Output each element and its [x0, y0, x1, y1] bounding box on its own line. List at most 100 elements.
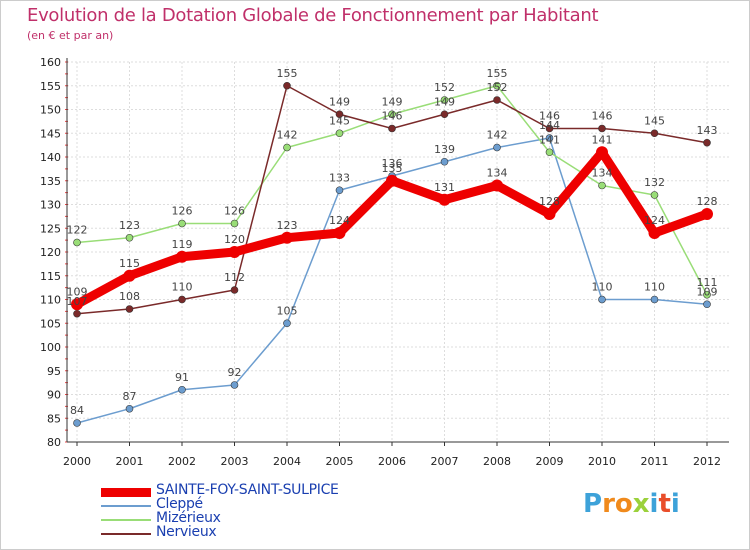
- data-point-sainte-foy-saint-sulpice: [701, 208, 713, 220]
- data-point-clepp-: [283, 319, 291, 328]
- data-label-clepp-: 144: [539, 119, 560, 132]
- x-tick-label: 2003: [221, 455, 249, 468]
- data-label-miz-rieux: 111: [697, 276, 718, 289]
- data-label-nervieux: 152: [487, 81, 508, 94]
- data-point-clepp-: [125, 404, 134, 413]
- data-label-clepp-: 136: [382, 157, 403, 170]
- x-tick-label: 2000: [63, 455, 91, 468]
- legend-swatch: [101, 519, 151, 521]
- data-label-sainte-foy-saint-sulpice: 135: [382, 162, 403, 175]
- proxiti-logo: Proxiti: [583, 489, 680, 519]
- data-label-miz-rieux: 123: [119, 219, 140, 232]
- data-point-nervieux: [598, 124, 606, 133]
- data-label-sainte-foy-saint-sulpice: 124: [644, 214, 665, 227]
- data-point-clepp-: [440, 157, 449, 166]
- data-point-nervieux: [440, 110, 449, 119]
- y-tick-label: 140: [40, 151, 61, 164]
- x-tick-label: 2007: [431, 455, 459, 468]
- legend-label: Nervieux: [156, 524, 217, 540]
- data-point-miz-rieux: [545, 148, 554, 157]
- x-tick-label: 2006: [378, 455, 406, 468]
- data-point-clepp-: [703, 300, 711, 309]
- x-tick-label: 2009: [536, 455, 564, 468]
- data-point-miz-rieux: [73, 238, 81, 247]
- data-label-nervieux: 108: [119, 290, 140, 303]
- data-point-miz-rieux: [388, 110, 396, 119]
- data-point-miz-rieux: [650, 191, 659, 199]
- chart-title: Evolution de la Dotation Globale de Fonc…: [27, 5, 599, 26]
- data-label-miz-rieux: 155: [487, 67, 508, 80]
- data-point-nervieux: [283, 81, 291, 90]
- data-point-nervieux: [493, 96, 501, 104]
- y-tick-label: 110: [40, 294, 61, 307]
- data-label-nervieux: 146: [539, 110, 560, 123]
- data-point-sainte-foy-saint-sulpice: [281, 231, 293, 244]
- data-point-sainte-foy-saint-sulpice: [176, 250, 188, 263]
- data-label-clepp-: 109: [697, 285, 718, 298]
- data-point-miz-rieux: [440, 96, 449, 104]
- data-point-miz-rieux: [493, 81, 501, 90]
- data-label-sainte-foy-saint-sulpice: 128: [697, 195, 718, 208]
- data-label-miz-rieux: 145: [329, 114, 350, 127]
- data-label-nervieux: 146: [382, 110, 403, 123]
- data-point-miz-rieux: [230, 219, 239, 228]
- y-tick-label: 135: [40, 175, 61, 188]
- data-label-nervieux: 112: [224, 271, 245, 284]
- data-point-sainte-foy-saint-sulpice: [228, 246, 241, 258]
- y-tick-label: 115: [40, 270, 61, 283]
- data-point-nervieux: [703, 138, 711, 147]
- data-point-nervieux: [388, 124, 396, 133]
- data-point-miz-rieux: [335, 129, 344, 138]
- data-point-sainte-foy-saint-sulpice: [543, 208, 556, 220]
- data-point-sainte-foy-saint-sulpice: [386, 174, 398, 187]
- data-label-nervieux: 145: [644, 114, 665, 127]
- data-label-sainte-foy-saint-sulpice: 120: [224, 233, 245, 246]
- data-label-sainte-foy-saint-sulpice: 109: [67, 285, 88, 298]
- data-point-miz-rieux: [703, 290, 711, 299]
- data-label-clepp-: 110: [592, 281, 613, 294]
- data-label-miz-rieux: 132: [644, 176, 665, 189]
- chart-subtitle: (en € et par an): [27, 29, 114, 42]
- data-label-nervieux: 155: [277, 67, 298, 80]
- logo-letter: t: [658, 489, 671, 519]
- y-tick-label: 105: [40, 317, 61, 330]
- data-label-miz-rieux: 122: [67, 224, 88, 237]
- data-label-nervieux: 149: [434, 95, 455, 108]
- data-point-nervieux: [545, 124, 554, 133]
- data-point-miz-rieux: [598, 181, 606, 190]
- data-point-miz-rieux: [283, 143, 291, 152]
- data-label-miz-rieux: 141: [539, 133, 560, 146]
- data-label-sainte-foy-saint-sulpice: 131: [434, 181, 455, 194]
- x-tick-label: 2012: [693, 455, 721, 468]
- data-point-sainte-foy-saint-sulpice: [71, 298, 83, 311]
- data-label-miz-rieux: 134: [592, 167, 613, 180]
- legend-label: Cleppé: [156, 496, 203, 512]
- logo-letter: i: [649, 489, 659, 519]
- data-point-nervieux: [230, 286, 239, 294]
- data-label-miz-rieux: 126: [172, 205, 193, 218]
- data-point-sainte-foy-saint-sulpice: [123, 269, 136, 282]
- data-label-miz-rieux: 152: [434, 81, 455, 94]
- data-point-sainte-foy-saint-sulpice: [596, 146, 608, 159]
- data-point-nervieux: [73, 309, 81, 318]
- data-label-nervieux: 149: [329, 95, 350, 108]
- data-point-sainte-foy-saint-sulpice: [491, 179, 503, 192]
- data-label-miz-rieux: 126: [224, 205, 245, 218]
- data-point-clepp-: [545, 134, 554, 142]
- y-tick-label: 120: [40, 246, 61, 259]
- x-tick-label: 2001: [116, 455, 144, 468]
- data-label-clepp-: 92: [228, 366, 242, 379]
- data-label-nervieux: 143: [697, 124, 718, 137]
- data-point-miz-rieux: [178, 219, 186, 228]
- legend-label: SAINTE-FOY-SAINT-SULPICE: [156, 482, 339, 498]
- series: [71, 81, 713, 427]
- data-label-clepp-: 91: [175, 371, 189, 384]
- data-label-miz-rieux: 142: [277, 129, 298, 142]
- data-point-sainte-foy-saint-sulpice: [648, 227, 661, 239]
- legend-item-nervieux: Nervieux: [101, 524, 401, 541]
- y-tick-label: 150: [40, 104, 61, 117]
- data-point-clepp-: [178, 385, 186, 394]
- legend-swatch: [101, 488, 151, 497]
